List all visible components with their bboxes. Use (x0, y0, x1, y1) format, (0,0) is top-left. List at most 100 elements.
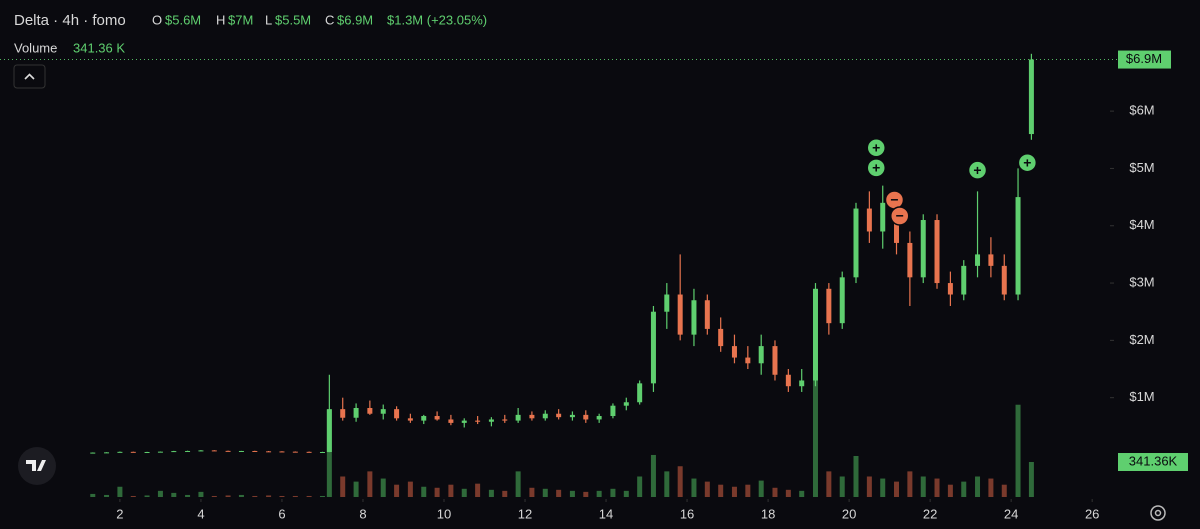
candle-body (623, 402, 629, 406)
volume-bar (448, 484, 454, 497)
volume-bar (623, 490, 629, 497)
candle-body (104, 452, 110, 454)
tv-logo[interactable] (18, 447, 56, 485)
candle-body (785, 374, 791, 387)
candle-body (637, 383, 643, 403)
candle-body (252, 450, 258, 452)
volume-bar (130, 495, 136, 497)
collapse-button[interactable] (13, 64, 46, 89)
candle-body (353, 407, 359, 418)
volume-bar (515, 471, 521, 497)
volume-bar (569, 490, 575, 497)
candle-body (130, 451, 136, 453)
candle-body (677, 294, 683, 335)
last-price-badge (1118, 50, 1171, 69)
logo-circle[interactable] (18, 447, 56, 485)
volume-bar (637, 476, 643, 497)
candle-body (211, 450, 217, 452)
x-tick-label: 8 (359, 506, 366, 521)
legend-value: $7M (228, 12, 253, 27)
y-tick-label: $5M (1129, 160, 1154, 175)
candle-body (238, 450, 244, 452)
gear-outer[interactable] (1150, 505, 1166, 521)
volume-bar (920, 476, 926, 497)
volume-bar (475, 483, 481, 497)
candle-body (799, 380, 805, 387)
volume-bar (556, 489, 562, 497)
volume-bar (421, 486, 427, 497)
y-tick-label: $2M (1129, 332, 1154, 347)
volume-bar (1015, 404, 1021, 497)
candle-body (1001, 265, 1007, 295)
candle-body (266, 451, 272, 453)
candle-body (731, 346, 737, 358)
button-frame[interactable] (13, 64, 46, 89)
volume-bar (610, 488, 616, 497)
trade-marker (967, 160, 988, 180)
candle-body (529, 414, 535, 419)
last-volume-badge (1118, 453, 1188, 472)
volume-bar (306, 495, 312, 497)
volume-bar (812, 375, 818, 497)
candle-body (718, 328, 724, 347)
y-tick-label: $4M (1129, 217, 1154, 232)
trade-marker (866, 138, 887, 158)
candle-body (569, 414, 575, 418)
volume-bar (691, 478, 697, 497)
x-tick-label: 2 (116, 506, 123, 521)
volume-bar (252, 495, 258, 497)
volume-bar (583, 491, 589, 497)
candle-body (988, 254, 994, 266)
candle-body (292, 451, 298, 453)
volume-bar (488, 489, 494, 497)
candle-body (947, 283, 953, 295)
trade-marker-label: − (896, 208, 904, 224)
volume-bar (1001, 484, 1007, 497)
volume-bar (961, 481, 967, 497)
volume-bar (434, 487, 440, 497)
volume-bar (380, 478, 386, 497)
legend-label: C (325, 12, 334, 27)
volume-bar (866, 476, 872, 497)
logo-mark (26, 460, 46, 471)
candle-body (866, 208, 872, 232)
volume-bar (894, 481, 900, 497)
volume-bar (664, 471, 670, 497)
candle-body (934, 220, 940, 284)
settings-icon[interactable] (1150, 505, 1166, 521)
candle-body (596, 416, 602, 420)
candle-body (407, 418, 413, 421)
volume-bar (934, 478, 940, 497)
candle-body (421, 416, 427, 421)
candle-body (961, 265, 967, 295)
candle-body (461, 420, 467, 423)
volume-bar (542, 488, 548, 497)
candle-body (880, 202, 886, 232)
candle-body (326, 409, 332, 453)
plot: $1M$2M$3M$4M$5M$6M2 4 6 8 10 12 14 16 18 20 22 24 26… (0, 50, 1188, 521)
candle-body (975, 254, 981, 266)
volume-bar (326, 409, 332, 497)
volume-bar (745, 484, 751, 497)
trade-marker-label: − (890, 192, 898, 208)
volume-bar (266, 495, 272, 497)
x-tick-label: 16 (680, 506, 694, 521)
last-volume-label: 341.36K (1129, 453, 1178, 468)
volume-bar (144, 495, 150, 497)
volume-bar (185, 494, 191, 497)
chevron-icon (24, 73, 35, 80)
trade-marker-label: + (973, 162, 981, 178)
y-tick-label: $3M (1129, 274, 1154, 289)
legend-label: Volume (14, 40, 57, 55)
candle-body (367, 407, 373, 414)
candle-body (839, 277, 845, 324)
x-tick-label: 12 (518, 506, 532, 521)
legend-label: L (265, 12, 272, 27)
candle-body (394, 409, 400, 419)
candle-body (185, 450, 191, 452)
volume-bar (225, 495, 231, 497)
legend-change: $1.3M (+23.05%) (387, 12, 487, 27)
volume-bar (340, 476, 346, 497)
volume-bar (853, 455, 859, 497)
